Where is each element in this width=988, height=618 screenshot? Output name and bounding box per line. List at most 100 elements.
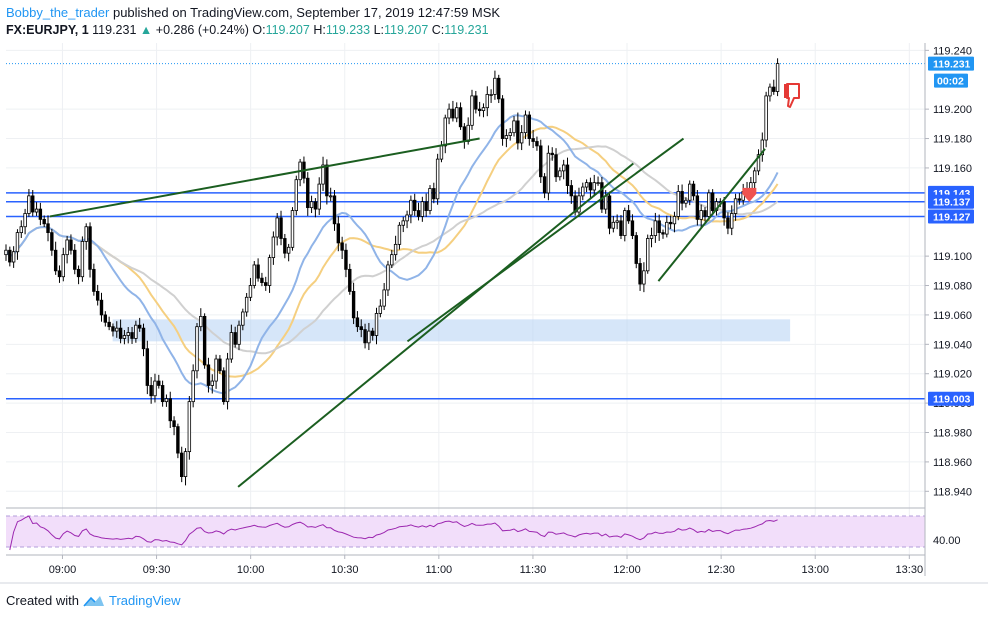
candle-body	[592, 182, 596, 191]
candle-body	[206, 364, 211, 386]
candle-body	[626, 210, 631, 222]
close-value: 119.231	[444, 23, 489, 37]
candle-body	[409, 199, 413, 216]
candle-body	[569, 185, 574, 197]
candle-body	[27, 195, 31, 214]
candle-body	[355, 317, 360, 328]
high-value: 119.233	[325, 23, 371, 37]
time-axis[interactable]: 09:00 09:30 10:00 10:30 11:00 11:30 12:00 12:30…	[49, 555, 923, 576]
candle-body	[477, 108, 482, 112]
candle-body	[160, 385, 165, 403]
candle-body	[420, 201, 425, 217]
candle-body	[749, 182, 753, 189]
candle-body	[313, 201, 318, 210]
candle-body	[684, 199, 688, 204]
countdown-tag: 00:02	[937, 76, 964, 88]
candle-body	[275, 217, 279, 238]
price-tick-label: 118.980	[933, 428, 972, 440]
time-tick-label: 10:00	[237, 564, 265, 576]
candle-body	[256, 264, 260, 279]
candle-body	[485, 94, 489, 109]
symbol-legend: FX:EURJPY, 1 119.231 ▲ +0.286 (+0.24%) O…	[6, 23, 489, 37]
tradingview-link[interactable]: TradingView	[108, 593, 181, 608]
candle-body	[317, 183, 321, 210]
level-price-tag: 119.127	[933, 211, 971, 223]
candle-body	[703, 210, 707, 217]
candle-body	[393, 243, 398, 256]
candle-body	[554, 154, 558, 178]
candle-body	[470, 95, 474, 126]
candle-body	[508, 132, 512, 137]
candle-body	[603, 195, 608, 210]
candle-body	[596, 182, 600, 185]
candle-body	[581, 186, 585, 197]
author-link[interactable]: Bobby_the_trader	[6, 5, 110, 20]
candle-body	[183, 451, 188, 478]
candle-body	[382, 289, 386, 307]
close-label: C:	[431, 23, 445, 37]
candle-body	[76, 268, 81, 278]
candle-body	[428, 188, 432, 211]
candle-body	[328, 195, 333, 198]
rsi-band	[6, 516, 925, 547]
candle-body	[619, 220, 623, 236]
candle-body	[218, 358, 222, 372]
candle-body	[519, 132, 524, 144]
candle-body	[149, 385, 153, 397]
candle-body	[676, 191, 680, 217]
candle-body	[141, 327, 146, 350]
candle-body	[53, 249, 58, 272]
candle-body	[306, 177, 310, 209]
candle-body	[623, 210, 627, 236]
candle-body	[493, 77, 497, 95]
candle-body	[283, 238, 287, 254]
symbol-label[interactable]: FX:EURJPY, 1	[6, 23, 89, 37]
candle-body	[290, 210, 295, 248]
candle-body	[401, 220, 405, 226]
candle-body	[630, 220, 635, 236]
time-tick-label: 13:30	[896, 564, 924, 576]
candle-body	[233, 332, 237, 345]
candle-body	[370, 330, 375, 336]
candle-body	[668, 221, 673, 225]
price-tick-label: 119.240	[933, 45, 972, 57]
candle-body	[531, 138, 535, 142]
candle-body	[130, 332, 134, 339]
candle-body	[775, 63, 780, 92]
level-price-tag: 119.003	[933, 394, 971, 406]
candle-body	[241, 311, 245, 326]
candle-body	[172, 420, 176, 428]
level-price-tag-bg	[928, 194, 974, 209]
price-change: +0.286 (+0.24%)	[155, 23, 249, 37]
candle-body	[80, 241, 85, 278]
candle-body	[535, 141, 539, 147]
trendline	[657, 148, 766, 282]
candle-body	[386, 264, 390, 291]
candle-body	[19, 226, 23, 234]
candle-body	[707, 192, 711, 217]
candle-body	[187, 401, 192, 453]
current-price-tag-bg	[928, 56, 974, 71]
candle-body	[214, 358, 218, 382]
rsi-pane	[6, 515, 925, 551]
candle-body	[84, 226, 88, 242]
candle-body	[271, 236, 276, 258]
candle-body	[458, 107, 463, 128]
candle-body	[69, 239, 73, 251]
candle-body	[191, 370, 195, 403]
candle-body	[772, 86, 776, 92]
candle-body	[107, 321, 111, 328]
price-tick-label: 118.960	[933, 457, 972, 469]
candle-body	[237, 324, 241, 345]
candle-body	[550, 152, 554, 156]
candle-body	[466, 124, 470, 142]
trendline	[237, 162, 634, 488]
candle-body	[367, 330, 371, 344]
rsi-line	[9, 515, 778, 551]
high-label: H:	[313, 23, 326, 37]
support-zone	[112, 319, 791, 342]
candle-body	[588, 182, 593, 191]
price-axis[interactable]: 119.240 119.200 119.180 119.160 119.100 119.0…	[925, 45, 974, 547]
price-tick-label: 119.200	[933, 104, 972, 116]
